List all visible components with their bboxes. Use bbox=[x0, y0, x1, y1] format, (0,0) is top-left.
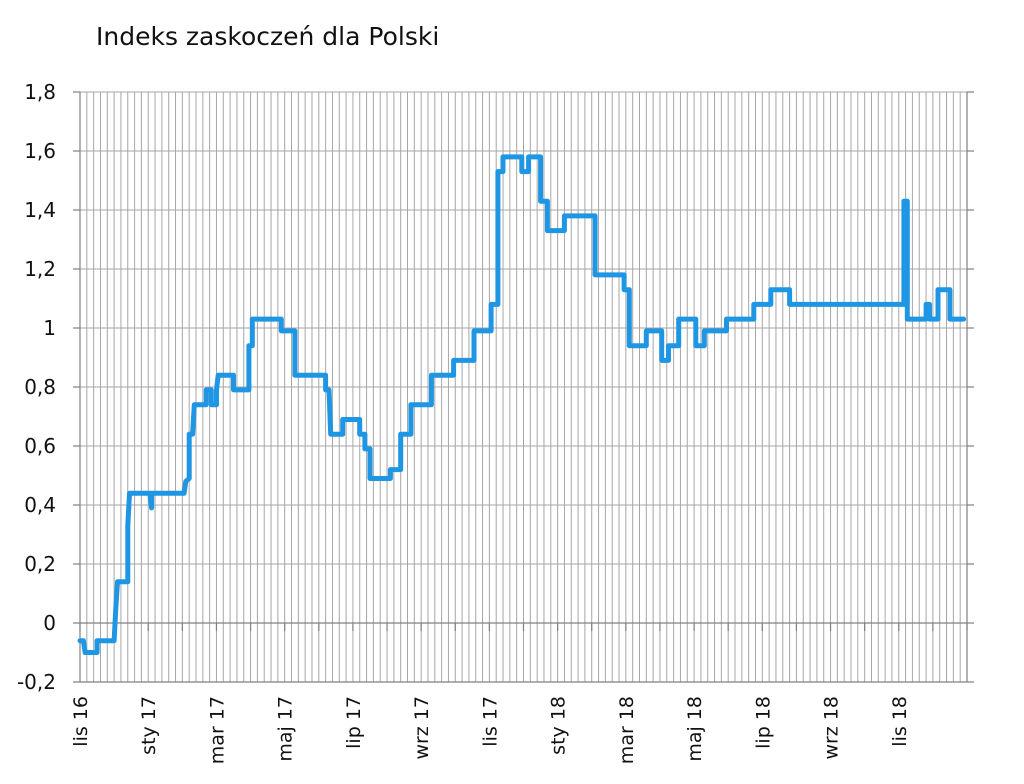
y-tick-label: 1,4 bbox=[24, 198, 56, 222]
x-tick-label: wrz 18 bbox=[821, 696, 843, 760]
series-layer bbox=[77, 154, 967, 655]
y-tick-label: 1,6 bbox=[24, 139, 56, 163]
y-tick-label: 0,4 bbox=[24, 493, 56, 517]
x-axis-ticks: lis 16 sty 17 mar 17 maj 17 lip 17 wrz 17 lis … bbox=[70, 623, 968, 764]
x-tick-label: wrz 17 bbox=[411, 696, 433, 760]
x-tick-label: maj 18 bbox=[684, 696, 706, 762]
x-tick-label: lis 18 bbox=[889, 696, 911, 747]
axes bbox=[79, 92, 968, 683]
y-tick-label: 1,2 bbox=[24, 257, 56, 281]
x-tick-label: mar 17 bbox=[206, 696, 228, 764]
y-tick-label: 0,8 bbox=[24, 375, 56, 399]
y-tick-label: 1 bbox=[43, 316, 56, 340]
x-tick-label: sty 17 bbox=[138, 696, 160, 755]
chart-title: Indeks zaskoczeń dla Polski bbox=[96, 22, 440, 51]
x-tick-label: lis 17 bbox=[479, 696, 501, 747]
y-tick-label: -0,2 bbox=[17, 670, 56, 694]
y-tick-label: 0,2 bbox=[24, 552, 56, 576]
x-tick-label: lip 17 bbox=[343, 696, 365, 749]
y-tick-label: 0 bbox=[43, 611, 56, 635]
x-tick-label: maj 17 bbox=[275, 696, 297, 762]
grid-lines bbox=[79, 91, 968, 683]
x-tick-label: lip 18 bbox=[752, 696, 774, 749]
y-axis-ticks: -0,2 0 0,2 0,4 0,6 0,8 1 1,2 1,4 1,6 1,8 bbox=[17, 80, 974, 694]
x-tick-label: mar 18 bbox=[616, 696, 638, 764]
x-tick-label: sty 18 bbox=[548, 696, 570, 755]
series-line bbox=[77, 154, 967, 655]
y-tick-label: 0,6 bbox=[24, 434, 56, 458]
x-tick-label: lis 16 bbox=[70, 696, 92, 747]
y-tick-label: 1,8 bbox=[24, 80, 56, 104]
